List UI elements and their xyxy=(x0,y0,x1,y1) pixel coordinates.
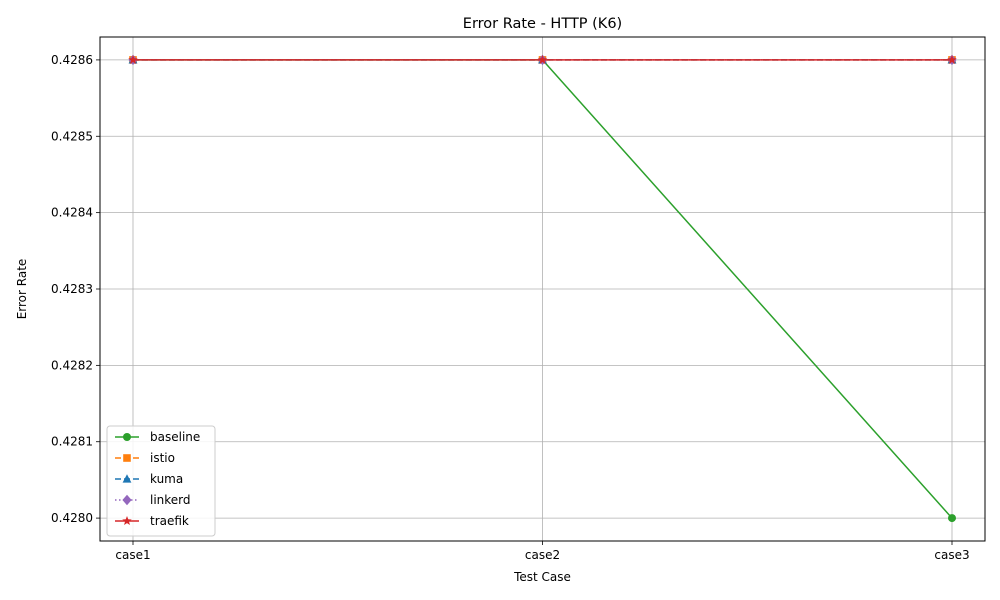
legend-label-traefik: traefik xyxy=(150,514,189,528)
legend-label-kuma: kuma xyxy=(150,472,183,486)
data-point-traefik xyxy=(537,54,548,64)
x-tick-label: case1 xyxy=(115,548,150,562)
legend-entry-linkerd: linkerd xyxy=(115,493,191,507)
chart-title: Error Rate - HTTP (K6) xyxy=(463,16,622,32)
legend-entry-istio: istio xyxy=(115,451,175,465)
y-tick-label: 0.4283 xyxy=(51,282,93,296)
axis-ticks: case1 case2 case3 0.4280 0.4281 0.4282 0.4283 0… xyxy=(51,53,970,562)
legend-label-istio: istio xyxy=(150,451,175,465)
series-lines xyxy=(128,54,957,523)
legend-marker-baseline xyxy=(123,433,131,441)
legend-marker-linkerd xyxy=(122,494,132,506)
legend-box xyxy=(106,425,216,537)
legend-marker-traefik xyxy=(122,516,132,526)
legend-label-baseline: baseline xyxy=(150,430,200,444)
y-tick-label: 0.4285 xyxy=(51,129,93,143)
x-axis-label: Test Case xyxy=(513,570,571,584)
legend-entry-kuma: kuma xyxy=(115,472,183,486)
legend: baseline istio kuma linkerd traefik xyxy=(106,425,216,537)
y-tick-label: 0.4286 xyxy=(51,53,93,67)
data-point-baseline xyxy=(948,514,956,523)
y-axis-label: Error Rate xyxy=(15,259,29,320)
y-tick-label: 0.4281 xyxy=(51,435,93,449)
series-traefik xyxy=(128,54,957,64)
legend-entry-traefik: traefik xyxy=(115,514,189,528)
legend-entry-baseline: baseline xyxy=(115,430,200,444)
legend-label-linkerd: linkerd xyxy=(150,493,191,507)
x-tick-label: case2 xyxy=(525,548,560,562)
x-tick-label: case3 xyxy=(934,548,969,562)
y-tick-label: 0.4280 xyxy=(51,511,93,525)
legend-marker-istio xyxy=(123,454,131,462)
data-point-traefik xyxy=(947,54,957,64)
data-point-traefik xyxy=(128,54,138,64)
legend-marker-kuma xyxy=(122,474,132,483)
y-tick-label: 0.4282 xyxy=(51,358,93,372)
y-tick-label: 0.4284 xyxy=(51,206,93,220)
